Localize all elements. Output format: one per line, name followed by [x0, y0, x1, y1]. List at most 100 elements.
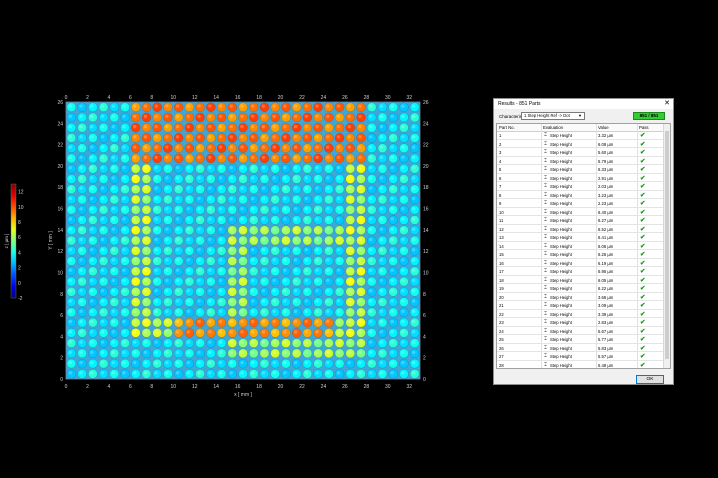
heatmap-dot — [227, 317, 237, 328]
close-icon[interactable]: ✕ — [664, 100, 670, 107]
ok-button[interactable]: OK — [636, 375, 664, 384]
table-row[interactable]: 16 ⌶ Step Height 6.19 µm ✔ — [497, 259, 665, 267]
dot-highlight — [165, 186, 169, 190]
col-header-value[interactable]: Value — [598, 125, 609, 130]
x-tick-label-bottom: 4 — [108, 384, 111, 390]
dot-highlight — [411, 217, 416, 221]
dot-highlight — [326, 248, 330, 252]
dot-highlight — [369, 309, 373, 313]
table-row[interactable]: 5 ⌶ Step Height 6.33 µm ✔ — [497, 165, 665, 174]
table-scrollbar[interactable] — [663, 124, 670, 368]
table-row[interactable]: 4 ⌶ Step Height 5.79 µm ✔ — [497, 157, 665, 165]
step-height-icon: ⌶ — [544, 276, 548, 283]
col-header-evaluation[interactable]: Evaluation — [543, 125, 564, 130]
heatmap-dot — [399, 297, 409, 307]
col-header-pass[interactable]: Pass — [639, 125, 649, 130]
heatmap-dot — [302, 225, 313, 235]
dot-highlight — [122, 176, 126, 180]
heatmap-dot — [109, 328, 119, 338]
dot-highlight — [133, 330, 137, 334]
dot-highlight — [326, 350, 330, 354]
table-row[interactable]: 28 ⌶ Step Height 5.48 µm ✔ — [497, 361, 665, 369]
table-row[interactable]: 15 ⌶ Step Height 6.25 µm ✔ — [497, 250, 665, 259]
results-table[interactable]: Part No. Evaluation Value Pass 1 ⌶ Step He… — [496, 123, 671, 369]
table-row[interactable]: 10 ⌶ Step Height 6.40 µm ✔ — [497, 208, 665, 216]
dot-highlight — [347, 248, 351, 252]
table-row[interactable]: 22 ⌶ Step Height 3.39 µm ✔ — [497, 310, 665, 318]
table-row[interactable]: 25 ⌶ Step Height 5.77 µm ✔ — [497, 335, 665, 344]
dot-highlight — [336, 289, 341, 293]
dot-highlight — [218, 289, 223, 293]
y-tick-label-left: 4 — [60, 334, 63, 340]
heatmap-dot — [173, 153, 184, 164]
table-row[interactable]: 3 ⌶ Step Height 5.60 µm ✔ — [497, 148, 665, 157]
characteristic-select[interactable]: 1 Step Height Ref -> Dot ▼ — [521, 112, 585, 120]
table-row[interactable]: 18 ⌶ Step Height 6.05 µm ✔ — [497, 276, 665, 284]
heatmap-dot — [163, 338, 173, 348]
table-row[interactable]: 1 ⌶ Step Height 3.32 µm ✔ — [497, 131, 665, 140]
heatmap-dot — [131, 112, 141, 123]
heatmap-dot — [206, 143, 216, 153]
dot-highlight — [390, 371, 394, 375]
dot-highlight — [111, 176, 115, 180]
dot-highlight — [304, 176, 309, 180]
step-height-icon: ⌶ — [544, 336, 548, 342]
dot-highlight — [293, 340, 298, 344]
table-row[interactable]: 12 ⌶ Step Height 6.52 µm ✔ — [497, 225, 665, 233]
x-tick-label-top: 8 — [150, 95, 153, 101]
dot-highlight — [90, 237, 94, 242]
cell-evaluation: Step Height — [550, 337, 572, 342]
table-row[interactable]: 17 ⌶ Step Height 5.95 µm ✔ — [497, 267, 665, 276]
heatmap-dot — [66, 102, 77, 112]
dot-highlight — [347, 104, 351, 108]
table-row[interactable]: 14 ⌶ Step Height 6.06 µm ✔ — [497, 242, 665, 250]
heatmap-dot — [270, 215, 280, 225]
dot-highlight — [186, 278, 191, 283]
heatmap-dot — [302, 328, 313, 338]
dot-highlight — [68, 155, 73, 160]
table-row[interactable]: 27 ⌶ Step Height 5.57 µm ✔ — [497, 352, 665, 361]
table-row[interactable]: 6 ⌶ Step Height 2.91 µm ✔ — [497, 174, 665, 182]
heatmap-dot — [227, 102, 237, 112]
heatmap-dot — [77, 225, 87, 235]
table-row[interactable]: 9 ⌶ Step Height 2.23 µm ✔ — [497, 199, 665, 208]
table-row[interactable]: 24 ⌶ Step Height 5.67 µm ✔ — [497, 327, 665, 335]
dot-highlight — [165, 330, 169, 334]
table-row[interactable]: 2 ⌶ Step Height 6.08 µm ✔ — [497, 140, 665, 148]
table-row[interactable]: 20 ⌶ Step Height 3.66 µm ✔ — [497, 293, 665, 301]
heatmap-dot — [334, 174, 345, 184]
table-row[interactable]: 23 ⌶ Step Height 2.83 µm ✔ — [497, 318, 665, 327]
dot-highlight — [68, 135, 73, 139]
table-row[interactable]: 13 ⌶ Step Height 6.41 µm ✔ — [497, 233, 665, 242]
dot-highlight — [229, 289, 233, 293]
heatmap-dot — [409, 328, 420, 338]
heatmap-dot — [66, 163, 77, 174]
heatmap-dot — [259, 184, 270, 194]
heatmap-dot — [302, 348, 313, 359]
dot-highlight — [111, 278, 115, 283]
table-row[interactable]: 19 ⌶ Step Height 6.22 µm ✔ — [497, 284, 665, 293]
colorbar-tick-label: 12 — [18, 190, 24, 196]
dot-highlight — [68, 371, 73, 375]
table-row[interactable]: 11 ⌶ Step Height 6.27 µm ✔ — [497, 216, 665, 225]
cell-part-no: 13 — [499, 235, 504, 240]
table-row[interactable]: 7 ⌶ Step Height 2.03 µm ✔ — [497, 182, 665, 191]
table-row[interactable]: 21 ⌶ Step Height 3.09 µm ✔ — [497, 301, 665, 310]
heatmap-dot — [163, 358, 173, 369]
heatmap-dot — [409, 235, 420, 246]
dot-highlight — [229, 278, 233, 283]
heatmap-dot — [399, 235, 409, 246]
dot-highlight — [304, 319, 309, 324]
dot-highlight — [411, 258, 416, 262]
dot-highlight — [272, 360, 276, 365]
heatmap-dot — [77, 194, 87, 205]
heatmap-dot — [216, 174, 227, 184]
table-row[interactable]: 8 ⌶ Step Height 3.23 µm ✔ — [497, 191, 665, 199]
table-row[interactable]: 26 ⌶ Step Height 5.83 µm ✔ — [497, 344, 665, 352]
heatmap-dot — [324, 184, 334, 194]
heatmap-dot — [399, 266, 409, 276]
dot-highlight — [293, 114, 298, 119]
dot-highlight — [68, 114, 73, 119]
col-header-part-no[interactable]: Part No. — [499, 125, 515, 130]
heatmap-dot — [334, 102, 345, 112]
